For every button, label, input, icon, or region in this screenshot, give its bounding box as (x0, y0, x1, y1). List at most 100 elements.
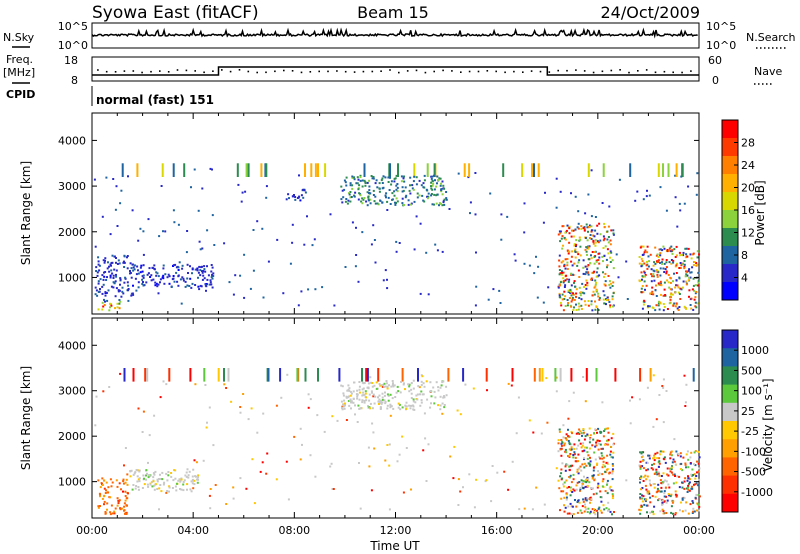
data-cell (559, 301, 562, 304)
colorbar-swatch (722, 156, 738, 175)
data-cell (589, 438, 591, 441)
data-cell (581, 444, 584, 447)
data-cell (280, 396, 283, 399)
data-cell (165, 491, 168, 494)
data-cell (670, 493, 673, 496)
data-cell (583, 462, 586, 465)
data-cell (345, 419, 348, 421)
data-cell (568, 435, 571, 438)
data-cell (593, 293, 596, 296)
data-cell (393, 384, 396, 387)
data-cell (309, 398, 312, 401)
data-cell (443, 406, 446, 409)
data-cell (119, 372, 122, 375)
freq-label-line2: [MHz] (3, 66, 35, 79)
data-cell (697, 470, 700, 473)
data-cell (361, 399, 364, 402)
data-cell (420, 399, 423, 402)
data-cell (423, 174, 426, 177)
data-cell (604, 470, 607, 473)
data-cell (602, 504, 605, 507)
nave-dot (97, 69, 99, 71)
data-cell (682, 251, 685, 254)
data-cell (638, 280, 641, 283)
data-cell (638, 398, 641, 401)
data-cell (358, 184, 361, 187)
data-cell (162, 267, 165, 270)
nave-dot (150, 70, 152, 73)
data-cell (165, 472, 168, 475)
data-cell (173, 280, 176, 283)
data-cell (668, 249, 671, 252)
data-cell (576, 470, 579, 473)
nave-dot (513, 70, 515, 73)
data-cell (574, 228, 577, 231)
data-cell (397, 390, 400, 393)
data-cell (696, 250, 699, 253)
data-cell (558, 430, 561, 433)
beam-title: Beam 15 (357, 3, 429, 22)
data-cell (688, 268, 691, 271)
data-cell (168, 490, 170, 493)
data-cell (582, 487, 585, 490)
nsky-left-tick-bottom: 10^0 (58, 39, 88, 52)
data-cell (580, 469, 583, 472)
data-cell (402, 491, 405, 494)
nave-dot (132, 70, 135, 72)
data-cell (302, 188, 305, 191)
data-cell (141, 275, 144, 278)
data-cell (209, 488, 212, 490)
data-cell (694, 450, 697, 452)
data-cell (608, 283, 611, 286)
data-cell (590, 215, 593, 218)
data-cell (675, 272, 678, 274)
data-cell (395, 240, 398, 243)
data-cell (645, 461, 648, 464)
data-cell (609, 304, 612, 307)
data-cell (648, 305, 651, 308)
data-cell (680, 501, 682, 504)
data-cell (562, 277, 565, 280)
data-cell (589, 510, 592, 513)
data-cell (608, 487, 611, 490)
data-cell (639, 496, 642, 499)
data-cell (345, 396, 348, 399)
data-cell (663, 247, 666, 250)
data-cell (172, 163, 175, 177)
data-cell (678, 251, 681, 254)
data-cell (646, 267, 649, 270)
data-cell (581, 505, 584, 508)
data-cell (401, 197, 404, 200)
data-cell (572, 456, 575, 459)
data-cell (119, 278, 122, 281)
data-cell (410, 382, 413, 384)
data-cell (517, 396, 520, 399)
data-cell (389, 203, 392, 205)
data-cell (583, 438, 586, 441)
data-cell (386, 287, 389, 290)
data-cell (368, 179, 371, 182)
data-cell (639, 497, 642, 500)
data-cell (652, 307, 655, 310)
data-cell (594, 428, 597, 431)
data-cell (665, 501, 668, 504)
colorbar-swatch (722, 439, 738, 458)
data-cell (597, 241, 600, 244)
data-cell (349, 182, 352, 185)
colorbar-tick-label: 28 (741, 137, 755, 150)
data-cell (241, 191, 244, 194)
data-cell (340, 198, 343, 201)
data-cell (583, 449, 586, 452)
data-cell (639, 481, 641, 484)
data-cell (583, 475, 585, 478)
data-cell (193, 479, 196, 482)
data-cell (389, 414, 392, 417)
data-cell (514, 259, 517, 262)
data-cell (439, 386, 442, 389)
data-cell (609, 450, 612, 453)
data-cell (141, 278, 144, 281)
data-cell (276, 238, 279, 241)
data-cell (381, 177, 384, 180)
data-cell (683, 305, 686, 308)
data-cell (674, 265, 677, 268)
